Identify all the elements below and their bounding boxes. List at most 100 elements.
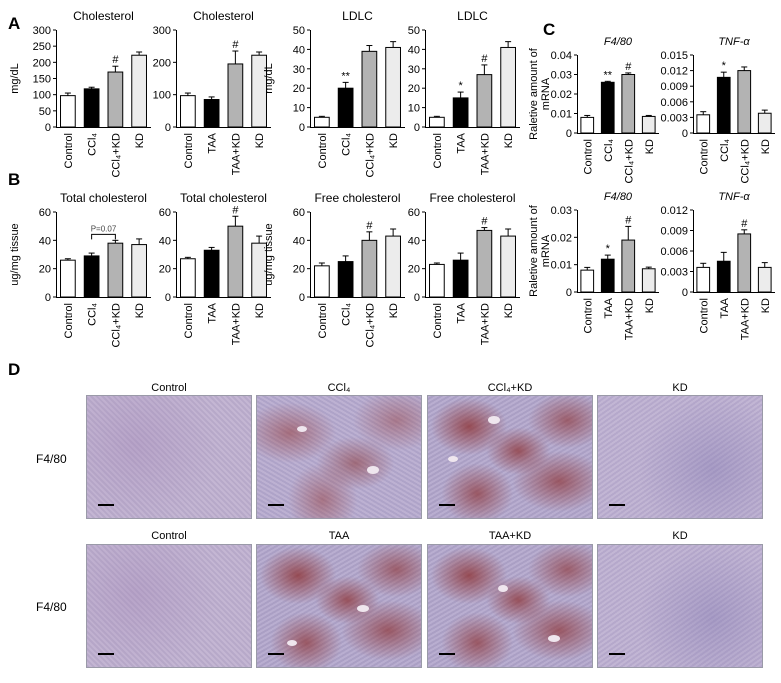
p-value-annotation: P=0.07 (91, 224, 117, 233)
bar-chart-b3: Free cholesterol 0 20 40 60 ug/mg tissue Contr… (263, 191, 405, 348)
chart-title: TNF-α (718, 191, 750, 203)
bar (696, 114, 711, 134)
bar (716, 76, 731, 134)
x-tick-label: Control (432, 303, 444, 338)
bar (621, 74, 636, 134)
y-tick-label: 20 (39, 264, 51, 276)
chart-title: Total cholesterol (60, 191, 147, 205)
y-tick-label: 40 (39, 235, 51, 247)
y-tick-label: 20 (293, 264, 305, 276)
significance-mark: # (625, 214, 632, 226)
histology-col-label: CCl₄ (327, 382, 351, 394)
histology-col-label: CCl₄+KD (487, 382, 533, 394)
y-tick-label: 60 (293, 207, 305, 219)
histology-image-control (86, 395, 252, 519)
x-tick-label: CCl₄ (87, 132, 99, 155)
y-tick-label: 10 (408, 103, 420, 115)
x-tick-label: KD (134, 133, 146, 148)
x-tick-label: KD (388, 133, 400, 148)
significance-mark: * (606, 243, 611, 255)
x-tick-label: CCl₄+KD (110, 303, 122, 348)
x-tick-label: CCl₄+KD (739, 139, 751, 184)
bar (107, 71, 124, 128)
bar (452, 259, 469, 298)
x-tick-label: Control (698, 139, 710, 174)
scale-bar (609, 504, 625, 506)
bar (337, 87, 354, 128)
bar-chart-c2: TNF-α 0 0.003 0.006 0.009 0.012 0.015 Control * C… (660, 36, 775, 184)
bar (83, 88, 100, 128)
significance-mark: * (458, 80, 463, 92)
y-tick-label: 60 (408, 207, 420, 219)
scale-bar (98, 504, 114, 506)
y-tick-label: 0.006 (660, 97, 688, 109)
bar-chart-c4: TNF-α 0 0.003 0.006 0.009 0.012 Control TAA # TAA… (660, 191, 775, 340)
y-tick-label: 0 (45, 122, 51, 134)
vessel (498, 585, 508, 592)
x-tick-label: CCl₄ (341, 302, 353, 325)
significance-mark: ** (603, 69, 612, 81)
y-tick-label: 50 (408, 25, 420, 37)
histology-col-label: Control (151, 530, 187, 542)
bar (600, 258, 615, 293)
y-tick-label: 0 (566, 287, 572, 299)
x-tick-label: TAA+KD (479, 133, 491, 175)
y-tick-label: 20 (159, 264, 171, 276)
bar (83, 255, 100, 298)
bar (429, 263, 445, 298)
significance-mark: # (232, 204, 239, 216)
y-tick-label: 40 (159, 235, 171, 247)
bar (251, 242, 267, 298)
x-tick-label: TAA (603, 297, 615, 318)
chart-title: Free cholesterol (314, 191, 400, 205)
vessel (297, 426, 307, 432)
y-axis-label: Raletive amount of (528, 204, 540, 297)
y-tick-label: 0.006 (660, 246, 688, 258)
y-tick-label: 0.012 (660, 66, 688, 78)
bar-chart-b4: Free cholesterol 0 20 40 60 Control TAA # TAA+KD… (408, 191, 520, 345)
bar (737, 70, 752, 134)
y-tick-label: 60 (39, 207, 51, 219)
bar (131, 54, 147, 128)
y-tick-label: 300 (33, 25, 51, 37)
x-tick-label: TAA (207, 132, 219, 153)
bar (429, 116, 445, 128)
y-tick-label: 40 (408, 235, 420, 247)
histology-image-ccl4 (256, 395, 422, 519)
y-tick-label: 0.015 (660, 50, 688, 62)
bar (60, 95, 76, 128)
chart-title: TNF-α (718, 36, 750, 48)
y-tick-label: 0.02 (551, 232, 572, 244)
y-tick-label: 0.04 (551, 50, 572, 62)
histology-image-taa (256, 544, 422, 668)
x-tick-label: CCl₄+KD (364, 303, 376, 348)
x-tick-label: CCl₄ (341, 132, 353, 155)
y-axis-label: mg/dL (9, 63, 21, 94)
histology-image-ccl4-kd (427, 395, 593, 519)
x-tick-label: KD (503, 133, 515, 148)
y-tick-label: 0 (682, 287, 688, 299)
bar (500, 46, 516, 128)
y-tick-label: 300 (153, 25, 171, 37)
scale-bar (268, 504, 284, 506)
bar-chart-a4: LDLC 0 10 20 30 40 50 Control * TAA # TAA+KD KD (408, 9, 520, 175)
scale-bar (609, 653, 625, 655)
bar (641, 115, 656, 134)
histology-col-label: KD (672, 382, 688, 394)
y-axis-label: mRNA (540, 77, 552, 110)
x-tick-label: TAA (207, 302, 219, 323)
y-tick-label: 40 (293, 44, 305, 56)
scale-bar (439, 504, 455, 506)
significance-mark: ** (341, 70, 350, 82)
significance-mark: # (625, 61, 632, 73)
x-tick-label: TAA+KD (230, 303, 242, 345)
panel-label-d: D (8, 360, 21, 379)
vessel (367, 466, 379, 474)
y-tick-label: 0 (566, 128, 572, 140)
y-tick-label: 20 (408, 83, 420, 95)
vessel (287, 640, 297, 646)
y-tick-label: 250 (33, 41, 51, 53)
y-tick-label: 0 (165, 122, 171, 134)
bar (452, 97, 469, 128)
x-tick-label: KD (254, 303, 266, 318)
